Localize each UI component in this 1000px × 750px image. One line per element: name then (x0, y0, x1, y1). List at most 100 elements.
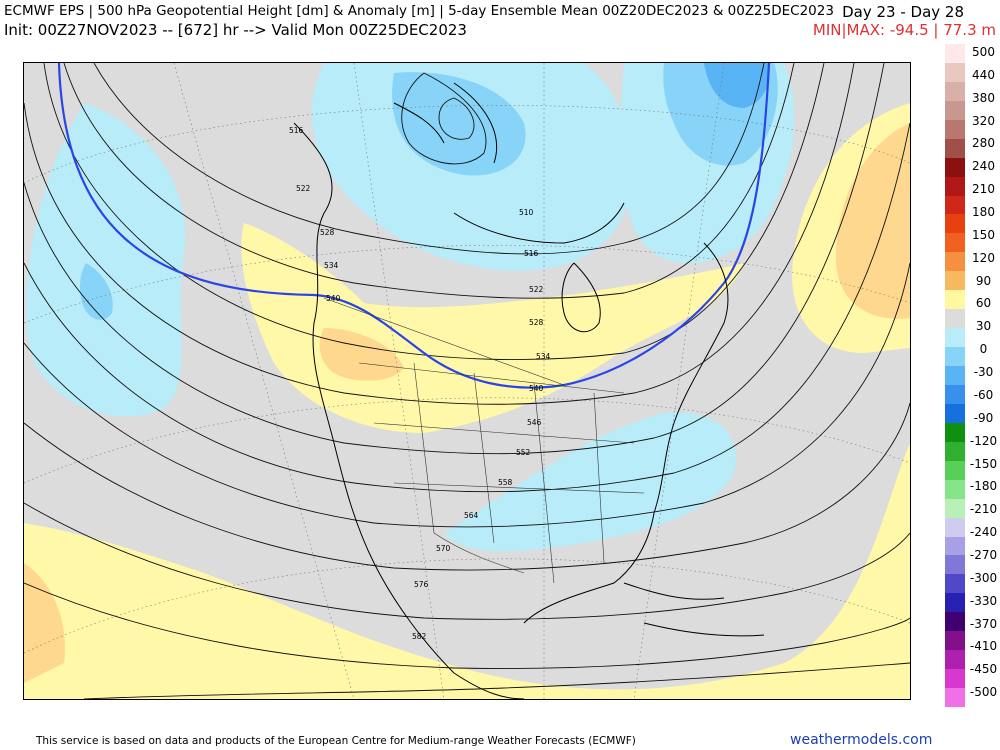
anomaly-fill-greenland-core (704, 63, 770, 108)
colorbar-swatch (945, 669, 965, 689)
ecmwf-credit: This service is based on data and produc… (36, 735, 636, 747)
day-range: Day 23 - Day 28 (842, 3, 964, 21)
colorbar-label: -150 (969, 456, 998, 471)
contour-label: 540 (326, 294, 341, 303)
contour-label: 522 (529, 285, 544, 294)
contour-label: 528 (320, 228, 335, 237)
colorbar-label: -330 (969, 593, 998, 608)
colorbar-swatch (945, 328, 965, 348)
colorbar-label: 240 (972, 159, 995, 174)
colorbar-label: -120 (969, 433, 998, 448)
contour-label: 534 (536, 352, 551, 361)
colorbar-swatch (945, 81, 965, 102)
colorbar-label: 30 (975, 319, 992, 334)
colorbar-swatch (945, 138, 965, 159)
colorbar-swatch (945, 403, 965, 424)
colorbar-swatch (945, 347, 965, 367)
colorbar-swatch (945, 422, 965, 443)
colorbar-label: 0 (979, 342, 988, 357)
height-contours (24, 63, 910, 699)
contour-label: 534 (324, 261, 339, 270)
colorbar-label: 440 (972, 67, 995, 82)
colorbar-swatch (945, 62, 965, 83)
colorbar-label: 120 (972, 250, 995, 265)
colorbar-label: -90 (973, 410, 994, 425)
colorbar-swatch (945, 536, 965, 556)
colorbar-swatch (945, 176, 965, 197)
colorbar-swatch (945, 688, 965, 708)
contour-label: 576 (414, 580, 429, 589)
colorbar-label: -450 (969, 662, 998, 677)
colorbar-label: -500 (969, 685, 998, 700)
colorbar-swatch (945, 309, 965, 329)
colorbar-label: 180 (972, 205, 995, 220)
anomaly-fill-pacific-core (79, 263, 113, 320)
contour-label: 516 (524, 249, 539, 258)
colorbar-swatch (945, 555, 965, 575)
min-max-readout: MIN|MAX: -94.5 | 77.3 m (812, 21, 996, 39)
contour-540-line (57, 63, 771, 389)
colorbar-label: -210 (969, 502, 998, 517)
colorbar-swatch (945, 650, 965, 670)
anomaly-fill-ridge-warm (319, 328, 404, 381)
colorbar-swatch (945, 233, 965, 253)
colorbar-label: -300 (969, 570, 998, 585)
map-panel: 516 522 528 534 540 510 516 522 528 534 … (23, 62, 911, 700)
colorbar-label: 60 (975, 296, 992, 311)
colorbar-swatch (945, 593, 965, 613)
contour-label: 522 (296, 184, 311, 193)
anomaly-fill-arctic-core (392, 72, 526, 176)
colorbar-swatch (945, 252, 965, 272)
colorbar-swatch (945, 384, 965, 405)
colorbar-swatch (945, 119, 965, 140)
colorbar-swatch (945, 479, 965, 500)
colorbar-swatch (945, 631, 965, 651)
colorbar-label: -240 (969, 525, 998, 540)
colorbar-swatch (945, 517, 965, 537)
colorbar-label: 210 (972, 182, 995, 197)
contour-label: 516 (289, 126, 304, 135)
contour-label: 564 (464, 511, 479, 520)
colorbar-swatch (945, 195, 965, 215)
colorbar-label: 90 (975, 273, 992, 288)
colorbar-swatch (945, 498, 965, 519)
contour-label: 510 (519, 208, 534, 217)
colorbar-label: -180 (969, 479, 998, 494)
colorbar-swatch (945, 214, 965, 234)
colorbar-label: -30 (973, 365, 994, 380)
colorbar-label: 280 (972, 136, 995, 151)
colorbar-swatch (945, 157, 965, 178)
anomaly-fill-atlantic-warm (835, 123, 910, 319)
anomaly-fill-warm-left (24, 563, 65, 683)
colorbar-label: 150 (972, 227, 995, 242)
contour-label: 546 (527, 418, 542, 427)
colorbar-label: 500 (972, 45, 995, 59)
anomaly-colorbar: 500 440 380 320 280 240 210 180 150 120 90 60 30 0 -30… (945, 44, 1000, 708)
contour-label: 528 (529, 318, 544, 327)
colorbar-swatch (945, 290, 965, 310)
coastlines (293, 82, 765, 699)
colorbar-swatch (945, 44, 965, 64)
colorbar-swatch (945, 366, 965, 386)
colorbar-label: -270 (969, 547, 998, 562)
anomaly-fill-east-negative (444, 412, 736, 552)
colorbar-swatch (945, 460, 965, 481)
map-title: ECMWF EPS | 500 hPa Geopotential Height … (4, 3, 834, 19)
anomaly-map: 516 522 528 534 540 510 516 522 528 534 … (24, 63, 910, 699)
contour-label: 582 (412, 632, 427, 641)
colorbar-swatch (945, 574, 965, 594)
colorbar-label: -410 (969, 639, 998, 654)
site-link[interactable]: weathermodels.com (790, 732, 933, 748)
colorbar-label: -370 (969, 616, 998, 631)
colorbar-swatch (945, 441, 965, 462)
colorbar-swatch (945, 100, 965, 121)
colorbar-swatch (945, 271, 965, 291)
colorbar-swatch (945, 612, 965, 632)
colorbar-label: 380 (972, 90, 995, 105)
contour-labels: 516 522 528 534 540 510 516 522 528 534 … (289, 126, 551, 641)
colorbar-label: 320 (972, 113, 995, 128)
contour-label: 570 (436, 544, 451, 553)
contour-label: 552 (516, 448, 531, 457)
contour-label: 558 (498, 478, 513, 487)
contour-label: 540 (529, 384, 544, 393)
